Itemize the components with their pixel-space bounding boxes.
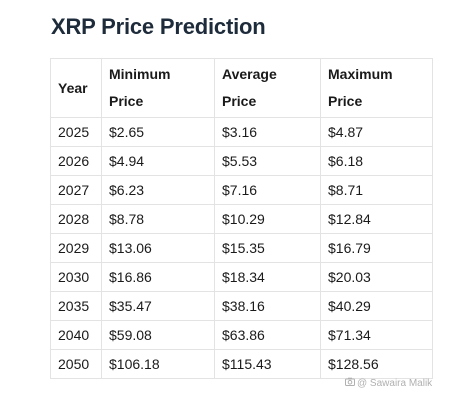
cell-average-price: $10.29	[214, 204, 321, 234]
header-average-price: Average Price	[214, 58, 321, 118]
header-maximum-line1: Maximum	[328, 66, 393, 82]
cell-year: 2028	[50, 204, 102, 234]
cell-year: 2035	[50, 291, 102, 321]
table-row: 2040 $59.08 $63.86 $71.34	[50, 320, 433, 350]
cell-year: 2029	[50, 233, 102, 263]
cell-average-price: $15.35	[214, 233, 321, 263]
header-year-label: Year	[58, 79, 88, 96]
header-maximum-price: Maximum Price	[320, 58, 433, 118]
table-row: 2025 $2.65 $3.16 $4.87	[50, 117, 433, 147]
cell-year: 2027	[50, 175, 102, 205]
header-maximum-line2: Price	[328, 93, 363, 109]
cell-average-price: $18.34	[214, 262, 321, 292]
table-row: 2027 $6.23 $7.16 $8.71	[50, 175, 433, 205]
cell-maximum-price: $71.34	[320, 320, 433, 350]
table-row: 2050 $106.18 $115.43 $128.56	[50, 349, 433, 379]
header-minimum-line2: Price	[109, 93, 144, 109]
cell-maximum-price: $6.18	[320, 146, 433, 176]
cell-maximum-price: $12.84	[320, 204, 433, 234]
cell-minimum-price: $8.78	[101, 204, 215, 234]
watermark-text: @ Sawaira Malik	[357, 378, 433, 389]
cell-year: 2040	[50, 320, 102, 350]
cell-minimum-price: $35.47	[101, 291, 215, 321]
cell-average-price: $5.53	[214, 146, 321, 176]
cell-minimum-price: $2.65	[101, 117, 215, 147]
table-row: 2030 $16.86 $18.34 $20.03	[50, 262, 433, 292]
header-year: Year	[50, 58, 102, 118]
table-row: 2028 $8.78 $10.29 $12.84	[50, 204, 433, 234]
cell-year: 2026	[50, 146, 102, 176]
cell-maximum-price: $16.79	[320, 233, 433, 263]
table-row: 2035 $35.47 $38.16 $40.29	[50, 291, 433, 321]
cell-average-price: $38.16	[214, 291, 321, 321]
camera-icon	[345, 377, 355, 389]
cell-maximum-price: $40.29	[320, 291, 433, 321]
header-minimum-price: Minimum Price	[101, 58, 215, 118]
cell-average-price: $63.86	[214, 320, 321, 350]
cell-maximum-price: $20.03	[320, 262, 433, 292]
cell-year: 2025	[50, 117, 102, 147]
cell-maximum-price: $4.87	[320, 117, 433, 147]
cell-minimum-price: $106.18	[101, 349, 215, 379]
cell-minimum-price: $16.86	[101, 262, 215, 292]
cell-average-price: $115.43	[214, 349, 321, 379]
cell-year: 2030	[50, 262, 102, 292]
header-average-line2: Price	[222, 93, 257, 109]
cell-minimum-price: $59.08	[101, 320, 215, 350]
page-title: XRP Price Prediction	[51, 14, 266, 39]
cell-average-price: $7.16	[214, 175, 321, 205]
cell-minimum-price: $4.94	[101, 146, 215, 176]
table-row: 2029 $13.06 $15.35 $16.79	[50, 233, 433, 263]
header-average-line1: Average	[222, 66, 277, 82]
cell-maximum-price: $128.56	[320, 349, 433, 379]
cell-minimum-price: $6.23	[101, 175, 215, 205]
cell-year: 2050	[50, 349, 102, 379]
table-row: 2026 $4.94 $5.53 $6.18	[50, 146, 433, 176]
cell-maximum-price: $8.71	[320, 175, 433, 205]
cell-average-price: $3.16	[214, 117, 321, 147]
watermark: @ Sawaira Malik	[345, 377, 432, 389]
header-minimum-line1: Minimum	[109, 66, 171, 82]
price-prediction-table: Year Minimum Price Average Price Maximum…	[50, 58, 433, 379]
cell-minimum-price: $13.06	[101, 233, 215, 263]
table-header-row: Year Minimum Price Average Price Maximum…	[50, 58, 433, 118]
